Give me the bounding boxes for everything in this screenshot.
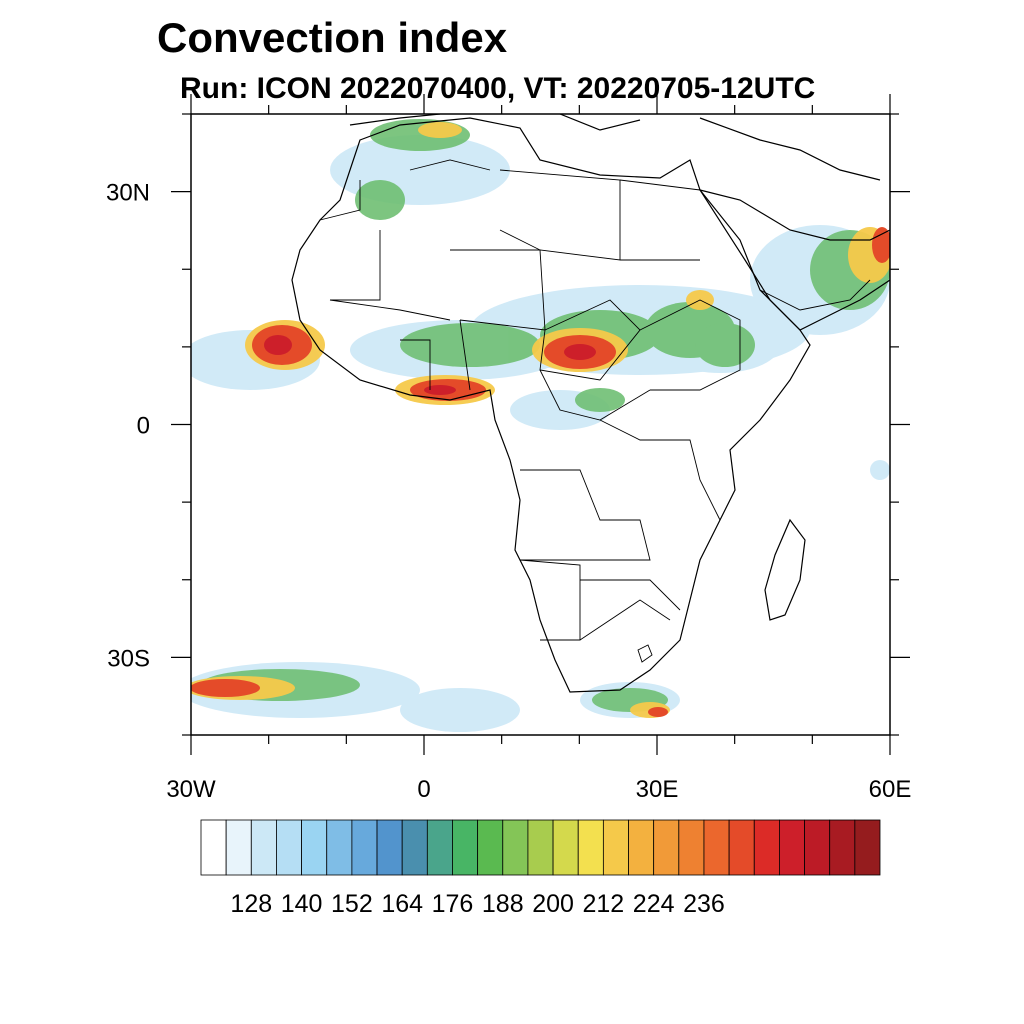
colorbar-swatch [602, 819, 629, 876]
colorbar-swatch [502, 819, 529, 876]
colorbar [200, 819, 881, 876]
latitude-labels: 30N 0 30S [106, 180, 150, 673]
lon-tick-label: 0 [417, 776, 430, 803]
colorbar-swatch [527, 819, 554, 876]
colorbar-swatch [301, 819, 328, 876]
colorbar-tick-label: 152 [331, 890, 373, 918]
longitude-labels: 30W 0 30E 60E [166, 776, 911, 803]
colorbar-swatch [678, 819, 705, 876]
colorbar-swatch [829, 819, 856, 876]
colorbar-swatch [426, 819, 453, 876]
colorbar-swatch [225, 819, 252, 876]
colorbar-swatch [326, 819, 353, 876]
colorbar-tick-label: 224 [633, 890, 675, 918]
country-borders [319, 159, 871, 663]
colorbar-swatch [577, 819, 604, 876]
colorbar-swatch [200, 819, 227, 876]
run-subtitle: Run: ICON 2022070400, VT: 20220705-12UTC [180, 72, 816, 105]
colorbar-swatch [250, 819, 277, 876]
colorbar-swatch [703, 819, 730, 876]
lat-tick-label: 30N [106, 180, 150, 207]
lat-tick-label: 30S [107, 645, 150, 672]
colorbar-tick-label: 140 [281, 890, 323, 918]
colorbar-swatch [628, 819, 655, 876]
colorbar-swatch [351, 819, 378, 876]
colorbar-tick-label: 164 [381, 890, 423, 918]
colorbar-tick-label: 200 [532, 890, 574, 918]
colorbar-swatch [552, 819, 579, 876]
colorbar-swatch [452, 819, 479, 876]
axis-ticks [171, 94, 910, 755]
colorbar-swatch [779, 819, 805, 876]
colorbar-swatch [753, 819, 780, 876]
lon-tick-label: 60E [869, 776, 912, 803]
colorbar-swatch [804, 819, 831, 876]
colorbar-tick-label: 212 [583, 890, 625, 918]
colorbar-swatch [728, 819, 755, 876]
lat-tick-label: 0 [137, 413, 150, 440]
colorbar-swatch [477, 819, 504, 876]
lon-tick-label: 30W [166, 776, 216, 803]
colorbar-tick-label: 236 [683, 890, 725, 918]
colorbar-swatch [854, 819, 881, 876]
colorbar-swatch [653, 819, 680, 876]
colorbar-swatch [276, 819, 302, 876]
colorbar-swatch [401, 819, 428, 876]
coastlines [291, 114, 890, 693]
convection-field [191, 119, 890, 732]
colorbar-labels: 128 140 152 164 176 188 200 212 224 236 [230, 890, 724, 918]
colorbar-tick-label: 176 [432, 890, 474, 918]
colorbar-swatch [376, 819, 403, 876]
colorbar-tick-label: 188 [482, 890, 524, 918]
chart-title: Convection index [157, 14, 508, 61]
lon-tick-label: 30E [636, 776, 679, 803]
colorbar-tick-label: 128 [230, 890, 272, 918]
